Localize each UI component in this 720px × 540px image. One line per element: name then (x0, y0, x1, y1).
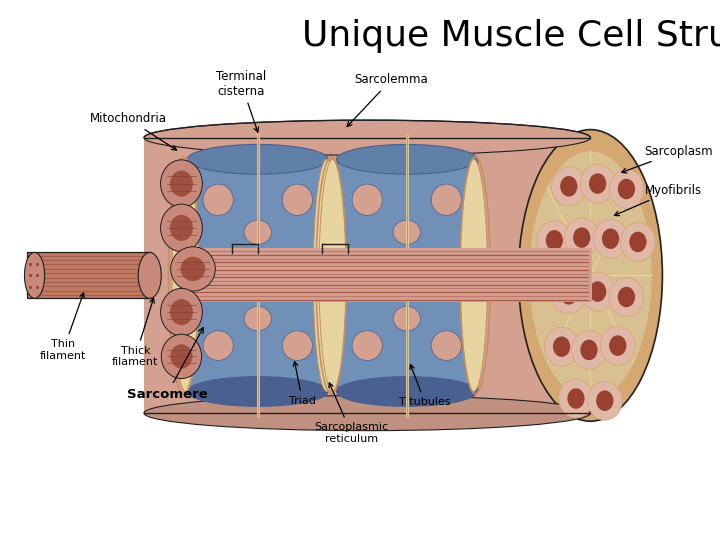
Ellipse shape (203, 330, 233, 361)
Text: Thick
filament: Thick filament (112, 298, 158, 367)
Ellipse shape (187, 144, 328, 174)
Ellipse shape (352, 330, 382, 361)
Bar (336, 159, 477, 392)
Text: Sarcoplasm: Sarcoplasm (621, 145, 713, 173)
Ellipse shape (170, 171, 193, 197)
Bar (187, 159, 328, 392)
Ellipse shape (552, 275, 586, 314)
Ellipse shape (544, 327, 579, 366)
Ellipse shape (172, 159, 199, 392)
Text: Sarcoplasmic
reticulum: Sarcoplasmic reticulum (315, 383, 388, 444)
Ellipse shape (200, 251, 222, 289)
Ellipse shape (161, 204, 202, 252)
Ellipse shape (602, 228, 619, 249)
Ellipse shape (144, 395, 590, 431)
Ellipse shape (282, 330, 312, 361)
Text: Mitochondria: Mitochondria (90, 112, 176, 150)
Ellipse shape (294, 251, 315, 289)
Ellipse shape (244, 220, 271, 244)
Text: Terminal
cisterna: Terminal cisterna (216, 70, 266, 132)
Text: T tubules: T tubules (399, 364, 451, 407)
Ellipse shape (170, 215, 193, 241)
Ellipse shape (319, 159, 346, 392)
Ellipse shape (443, 251, 464, 289)
Ellipse shape (618, 179, 635, 199)
Ellipse shape (609, 335, 626, 356)
Text: Sarcomere: Sarcomere (127, 328, 207, 401)
Ellipse shape (369, 266, 387, 296)
Ellipse shape (596, 390, 613, 411)
Ellipse shape (170, 299, 193, 325)
Ellipse shape (431, 184, 462, 215)
Ellipse shape (609, 170, 644, 208)
Ellipse shape (546, 230, 563, 251)
Ellipse shape (593, 219, 628, 258)
Text: Sarcolemma: Sarcolemma (347, 73, 428, 126)
Ellipse shape (572, 330, 606, 369)
Ellipse shape (352, 184, 382, 215)
Ellipse shape (589, 173, 606, 194)
Ellipse shape (460, 159, 487, 392)
Ellipse shape (282, 184, 312, 215)
Ellipse shape (621, 222, 655, 261)
Ellipse shape (220, 266, 238, 296)
Ellipse shape (171, 344, 192, 369)
Ellipse shape (278, 266, 296, 296)
Ellipse shape (560, 284, 577, 305)
Bar (180, 248, 592, 302)
Ellipse shape (537, 221, 572, 260)
Ellipse shape (553, 336, 570, 357)
Ellipse shape (313, 159, 341, 392)
Ellipse shape (431, 330, 462, 361)
Ellipse shape (588, 381, 622, 420)
Ellipse shape (629, 232, 647, 252)
Ellipse shape (567, 388, 585, 409)
Ellipse shape (564, 218, 599, 257)
Bar (144, 138, 590, 413)
Ellipse shape (552, 167, 586, 206)
Bar (27, 253, 151, 298)
Ellipse shape (393, 220, 420, 244)
Ellipse shape (187, 377, 328, 406)
Ellipse shape (349, 251, 371, 289)
Text: Triad: Triad (289, 362, 316, 406)
Ellipse shape (144, 120, 590, 156)
Ellipse shape (600, 326, 635, 365)
Ellipse shape (580, 272, 615, 311)
Ellipse shape (518, 130, 662, 421)
Ellipse shape (609, 278, 644, 316)
Ellipse shape (580, 164, 615, 203)
Ellipse shape (529, 151, 652, 400)
Ellipse shape (393, 307, 420, 330)
Ellipse shape (573, 227, 590, 248)
Ellipse shape (618, 287, 635, 307)
Ellipse shape (426, 266, 444, 296)
Ellipse shape (336, 144, 477, 174)
Ellipse shape (336, 377, 477, 406)
Ellipse shape (161, 160, 202, 207)
Text: Thin
filament: Thin filament (40, 293, 86, 361)
Ellipse shape (138, 252, 161, 298)
Ellipse shape (580, 340, 598, 360)
Ellipse shape (171, 247, 215, 291)
Ellipse shape (559, 379, 593, 418)
Ellipse shape (161, 334, 202, 379)
Ellipse shape (560, 176, 577, 197)
Text: Unique Muscle Cell Structures: Unique Muscle Cell Structures (302, 19, 720, 53)
Ellipse shape (244, 307, 271, 330)
Ellipse shape (161, 288, 202, 336)
Ellipse shape (181, 256, 205, 281)
Ellipse shape (24, 252, 45, 298)
Ellipse shape (589, 281, 606, 302)
Ellipse shape (203, 184, 233, 215)
Text: Myofibrils: Myofibrils (614, 184, 701, 215)
